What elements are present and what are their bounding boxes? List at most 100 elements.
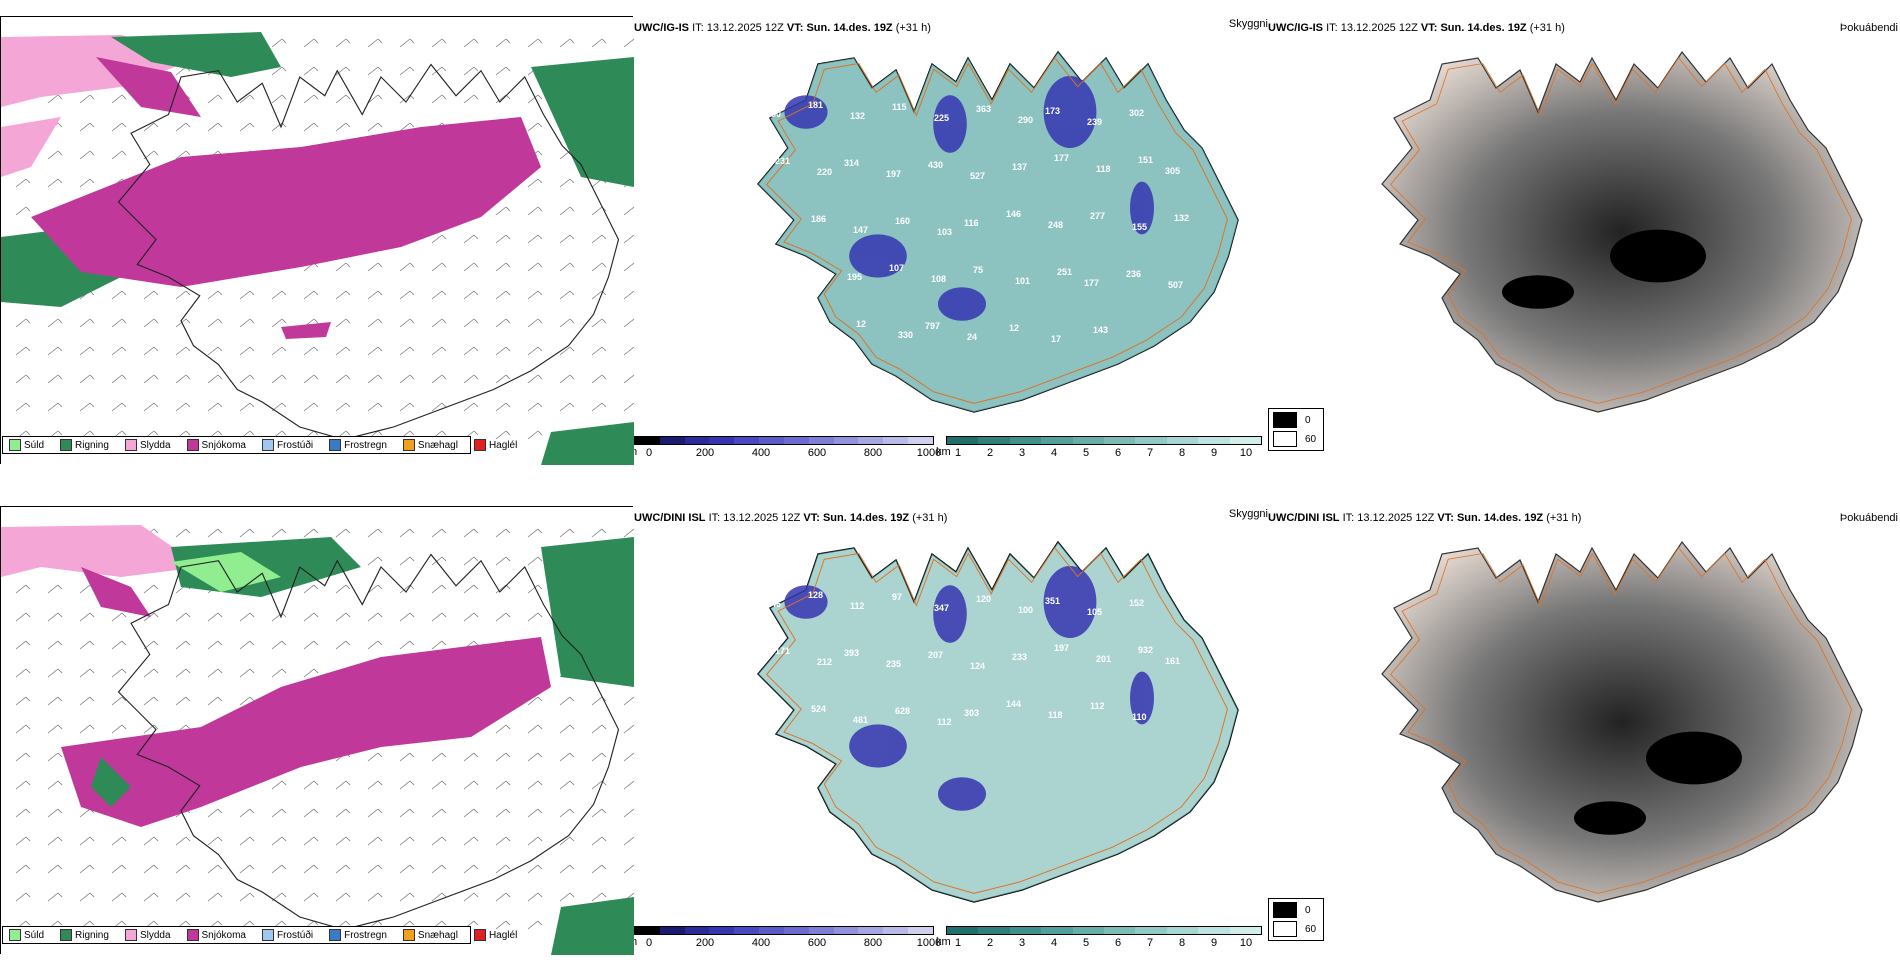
cloud-base-value: 118 [1048, 710, 1063, 720]
legend-swatch [124, 929, 137, 941]
fog-legend-item: 0 [1273, 902, 1319, 918]
legend-item: Snæhagl [402, 439, 458, 451]
visibility-tick: 9 [1210, 447, 1218, 459]
cloud-base-value: 152 [1129, 598, 1144, 608]
legend-swatch [261, 929, 274, 941]
fog-legend-value: 0 [1305, 904, 1311, 916]
cloud-base-value: 124 [970, 661, 985, 671]
precip-map [0, 506, 634, 955]
precip-type-panel: UWC/IG-IS IT: 13.12.2025 12Z VT: Sun. 14… [0, 0, 634, 470]
visibility-tick: 1 [954, 937, 962, 949]
fog-legend-swatch [1273, 431, 1297, 447]
cloud-base-value: 244 [769, 223, 784, 233]
it-value: 13.12.2025 12Z [723, 512, 801, 524]
cloud-base-value: 144 [1006, 699, 1021, 709]
vt-label: VT: [786, 22, 804, 34]
cloud-base-value: 147 [853, 225, 868, 235]
legend-item: Snæhagl [402, 929, 458, 941]
cloud-base-tick: 800 [863, 447, 883, 459]
legend-label: Snjókoma [201, 439, 246, 451]
fog-legend-swatch [1273, 921, 1297, 937]
it-value: 13.12.2025 12Z [1340, 22, 1418, 34]
cloud-base-value: 115 [892, 102, 907, 112]
cloud-base-value: 128 [808, 590, 823, 600]
legend-swatch [9, 439, 21, 451]
cloud-base-value: 112 [1090, 701, 1105, 711]
it-label: IT: [1342, 512, 1355, 524]
legend-label: Snæhagl [417, 929, 458, 941]
cloud-base-value: 235 [886, 659, 901, 669]
cloud-base-value: 153 [727, 702, 742, 712]
legend-swatch [60, 439, 73, 451]
visibility-tick: 6 [1114, 937, 1122, 949]
cloud-base-value: 236 [1126, 269, 1141, 279]
cloud-base-value: 303 [964, 708, 979, 718]
panel-title: UWC/IG-IS IT: 13.12.2025 12Z VT: Sun. 14… [634, 22, 931, 34]
cloud-base-tick: 0 [645, 447, 653, 459]
legend-label: Haglél [488, 929, 518, 941]
legend-item: Snjókoma [186, 929, 246, 941]
cloud-base-tick: 0 [645, 937, 653, 949]
cloud-base-value: 186 [811, 214, 826, 224]
legend-swatch [60, 929, 73, 941]
legend-swatch [186, 439, 199, 451]
cloud-base-value: 105 [772, 337, 787, 347]
cloud-base-value: 155 [1132, 222, 1147, 232]
panel-parameter: Skyggni [1228, 18, 1268, 30]
fog-legend-item: 0 [1273, 412, 1319, 428]
visibility-tick: 10 [1239, 937, 1253, 949]
fog-legend-value: 60 [1305, 923, 1317, 935]
precip-type-legend: Súld Rigning Slydda Snjókoma Frostúði Frostre… [2, 926, 517, 944]
cloud-base-value: 231 [775, 156, 790, 166]
fog-legend-swatch [1273, 902, 1297, 918]
cloud-base-value: 24 [967, 332, 977, 342]
cloud-base-value: 98 [1171, 589, 1181, 599]
vt-value: Sun. 14.des. 19Z [1440, 22, 1527, 34]
cloud-base-tick: 400 [751, 447, 771, 459]
cloud-base-value: 302 [1129, 108, 1144, 118]
cloud-base-value: 118 [1096, 164, 1111, 174]
cloud-base-value: 177 [1054, 153, 1069, 163]
cloud-base-value: 932 [1138, 645, 1153, 655]
cloud-base-value: 150 [766, 109, 781, 119]
fog-map [1268, 526, 1898, 916]
visibility-tick: 7 [1146, 447, 1154, 459]
cloud-base-value: 527 [970, 171, 985, 181]
cloud-base-value: 137 [1012, 162, 1027, 172]
legend-label: Rigning [75, 929, 109, 941]
cloud-base-value: 12 [1009, 323, 1019, 333]
cloud-base-labels: 158 150 181 132 115 225 363 290 173 239 302 352 226 2… [724, 98, 1189, 347]
visibility-tick: 10 [1239, 447, 1253, 459]
legend-item: Frostúði [261, 439, 313, 451]
cloud-base-value: 351 [1045, 596, 1060, 606]
cloud-base-value: 17 [1051, 334, 1061, 344]
cloud-base-value: 233 [1012, 652, 1027, 662]
cloud-base-value: 197 [886, 169, 901, 179]
fog-indicator-panel: UWC/DINI ISL IT: 13.12.2025 12Z VT: Sun.… [1268, 490, 1900, 960]
cloud-base-value: 225 [934, 113, 949, 123]
cloud-base-value: 352 [1171, 99, 1186, 109]
cloud-base-value: 207 [928, 650, 943, 660]
fog-legend-swatch [1273, 412, 1297, 428]
lead-time: (+31 h) [1546, 512, 1582, 524]
legend-swatch [402, 929, 415, 941]
cloud-base-value: 174 [733, 655, 748, 665]
cloud-base-value: 101 [1015, 276, 1030, 286]
it-label: IT: [708, 512, 721, 524]
legend-label: Slydda [139, 929, 171, 941]
model-name: UWC/DINI ISL [1268, 512, 1340, 524]
legend-label: Súld [24, 929, 45, 941]
it-label: IT: [1326, 22, 1338, 34]
cloud-base-value: 143 [1093, 325, 1108, 335]
model-name: UWC/IG-IS [1268, 22, 1323, 34]
cloud-base-value: 248 [1048, 220, 1063, 230]
cloud-base-value: 160 [895, 216, 910, 226]
visibility-tick: 5 [1082, 447, 1090, 459]
cloud-base-value: 107 [889, 263, 904, 273]
legend-label: Súld [24, 439, 45, 451]
lead-time: (+31 h) [895, 22, 931, 34]
cloud-base-value: 108 [931, 274, 946, 284]
visibility-unit: km [936, 936, 951, 948]
cloud-base-tick: 200 [695, 447, 715, 459]
cloud-base-value: 12 [856, 319, 866, 329]
